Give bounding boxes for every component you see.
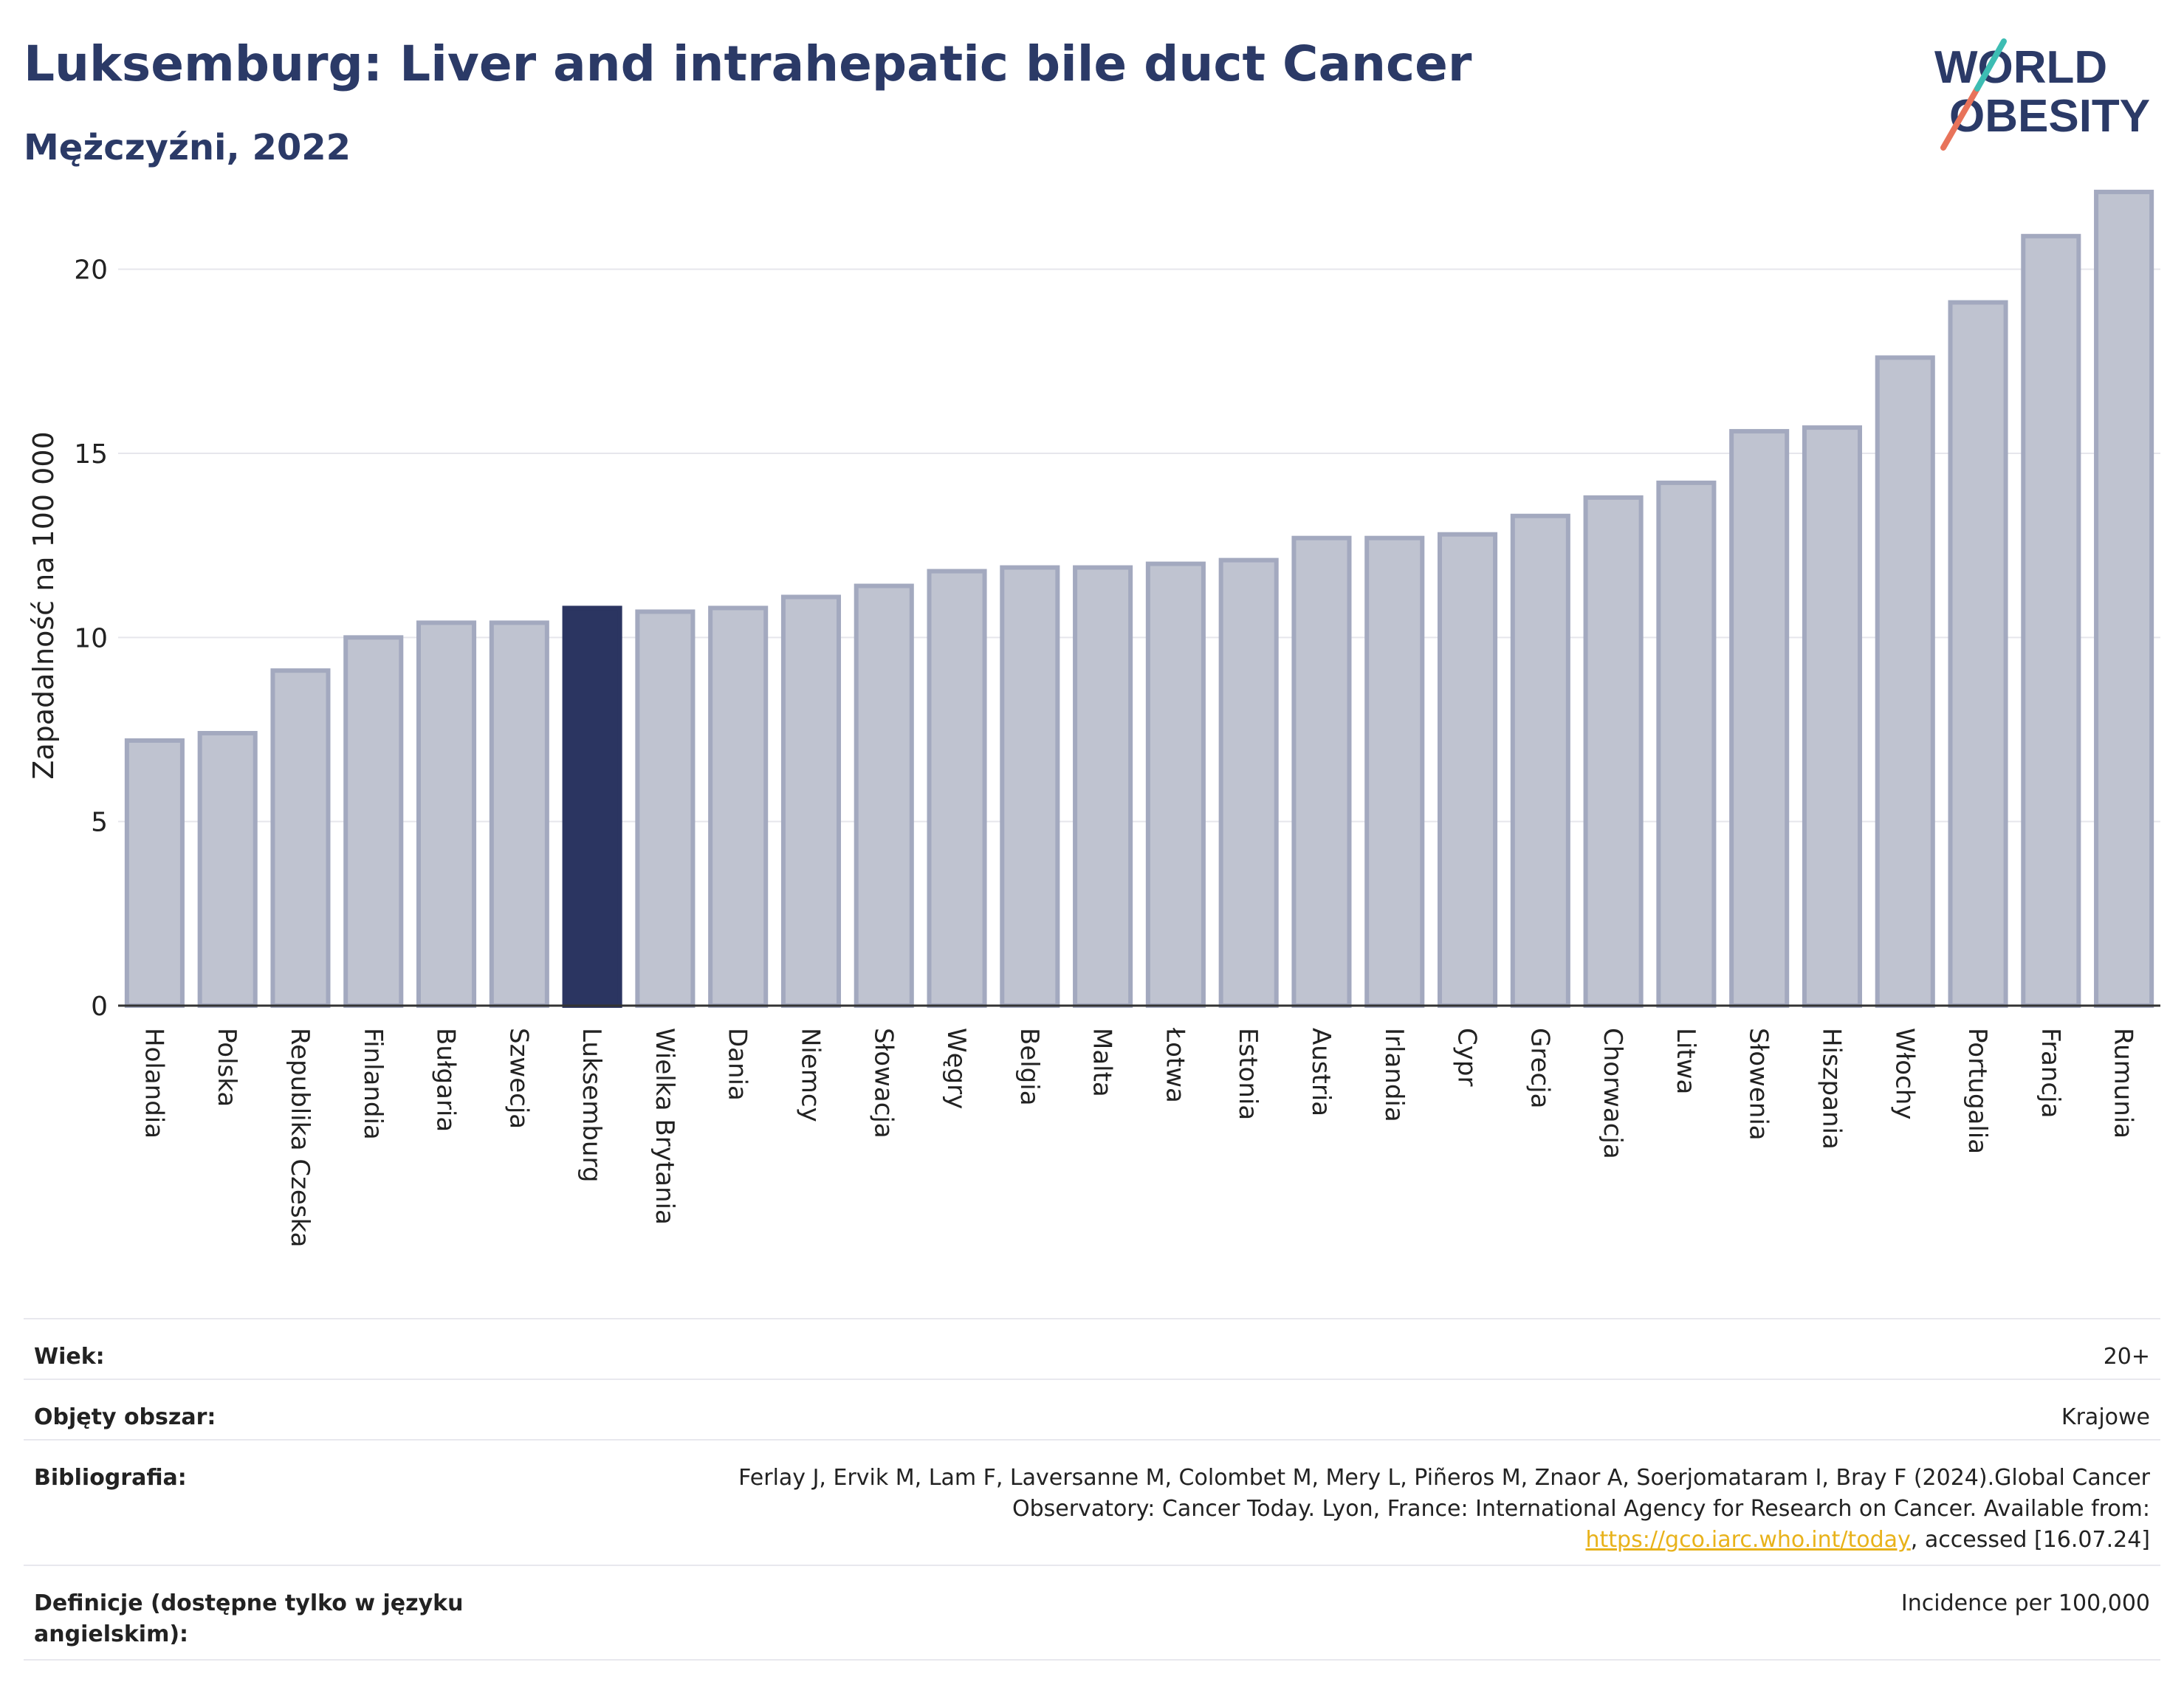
y-tick-label: 10 (74, 623, 108, 653)
bar-Niemcy[interactable] (780, 594, 842, 1008)
bar-Holandia[interactable] (124, 738, 185, 1009)
bar-Finlandia[interactable] (343, 635, 404, 1008)
bar-Wielka Brytania[interactable] (635, 609, 696, 1008)
meta-value: Incidence per 100,000 (1900, 1590, 2150, 1616)
x-tick-label: Łotwa (1160, 1027, 1189, 1103)
meta-value: Ferlay J, Ervik M, Lam F, Laversanne M, … (673, 1463, 2150, 1556)
bar-Węgry[interactable] (927, 569, 987, 1008)
bar-Łotwa[interactable] (1145, 561, 1206, 1008)
bar-Francja[interactable] (2021, 233, 2081, 1009)
x-tick-label: Luksemburg (577, 1028, 606, 1182)
x-tick-label: Finlandia (358, 1028, 388, 1140)
x-tick-label: Polska (212, 1028, 241, 1107)
x-tick-label: Słowacja (868, 1028, 898, 1139)
bar-Litwa[interactable] (1656, 480, 1717, 1008)
x-tick-label: Republika Czeska (285, 1028, 315, 1248)
source-link[interactable]: https://gco.iarc.who.int/today (1585, 1527, 1911, 1553)
x-tick-label: Bułgaria (431, 1028, 461, 1132)
bar-Malta[interactable] (1073, 565, 1133, 1008)
bar-Cypr[interactable] (1437, 532, 1498, 1008)
bar-Szwecja[interactable] (489, 620, 549, 1008)
x-tick-label: Chorwacja (1598, 1028, 1627, 1159)
bar-Grecja[interactable] (1510, 513, 1570, 1008)
y-tick-label: 0 (91, 992, 108, 1022)
bar-Portugalia[interactable] (1948, 300, 2008, 1008)
meta-label: Definicje (dostępne tylko w języku angie… (34, 1590, 464, 1647)
bibliography-text-end: , accessed [16.07.24] (1910, 1527, 2150, 1553)
bar-Dania[interactable] (708, 605, 769, 1008)
bibliography-text: Ferlay J, Ervik M, Lam F, Laversanne M, … (738, 1465, 2150, 1522)
bar-Belgia[interactable] (1000, 565, 1060, 1008)
x-tick-label: Niemcy (795, 1028, 825, 1122)
x-tick-label: Irlandia (1379, 1028, 1409, 1122)
x-tick-labels: Holandia Polska Republika Czeska Finlandia B… (139, 1027, 2137, 1248)
x-tick-label: Litwa (1671, 1028, 1700, 1094)
svg-text:WORLD: WORLD (1934, 42, 2107, 93)
bars (124, 189, 2154, 1009)
meta-row-definitions: Definicje (dostępne tylko w języku angie… (24, 1565, 2160, 1661)
meta-row-bibliography: Bibliografia: Ferlay J, Ervik M, Lam F, … (24, 1439, 2160, 1566)
x-tick-label: Francja (2036, 1028, 2065, 1118)
bar-Bułgaria[interactable] (416, 620, 477, 1008)
x-tick-label: Węgry (941, 1028, 971, 1109)
meta-value: 20+ (2103, 1344, 2150, 1370)
bar-Luksemburg[interactable] (562, 605, 622, 1008)
bar-Republika Czeska[interactable] (270, 668, 331, 1008)
bar-Rumunia[interactable] (2094, 189, 2154, 1008)
x-tick-label: Estonia (1233, 1028, 1263, 1120)
bar-Słowenia[interactable] (1729, 429, 1790, 1008)
x-tick-label: Szwecja (504, 1028, 533, 1129)
page-subtitle: Mężczyźni, 2022 (24, 127, 351, 168)
y-tick-label: 5 (91, 808, 108, 838)
bar-Hiszpania[interactable] (1802, 425, 1863, 1008)
x-tick-label: Grecja (1525, 1028, 1554, 1108)
x-tick-label: Rumunia (2109, 1028, 2138, 1139)
x-tick-label: Portugalia (1962, 1028, 1992, 1154)
x-tick-label: Wielka Brytania (650, 1028, 679, 1225)
bar-Austria[interactable] (1291, 535, 1352, 1008)
y-tick-label: 20 (74, 255, 108, 286)
x-tick-label: Dania (723, 1028, 752, 1101)
y-tick-labels: 0 5 10 15 20 (74, 255, 108, 1022)
bar-Słowacja[interactable] (854, 583, 914, 1008)
bar-Włochy[interactable] (1875, 355, 1935, 1008)
x-tick-label: Holandia (139, 1028, 168, 1139)
x-tick-label: Cypr (1452, 1028, 1482, 1086)
bar-Chorwacja[interactable] (1583, 495, 1644, 1008)
x-tick-label: Słowenia (1744, 1028, 1773, 1141)
bar-Irlandia[interactable] (1364, 535, 1425, 1008)
world-obesity-logo: WORLD OBESITY (1934, 38, 2150, 151)
x-tick-label: Włochy (1889, 1028, 1919, 1119)
meta-label: Wiek: (34, 1344, 105, 1370)
meta-label: Bibliografia: (34, 1465, 187, 1491)
y-tick-label: 15 (74, 439, 108, 470)
x-tick-label: Austria (1306, 1028, 1336, 1116)
page-title: Luksemburg: Liver and intrahepatic bile … (24, 35, 1472, 92)
x-tick-label: Malta (1088, 1028, 1117, 1097)
bar-chart: 0 5 10 15 20 Holandia Polska Republika Czeska F… (27, 189, 2160, 1248)
meta-row-area: Objęty obszar: Krajowe (24, 1379, 2160, 1441)
meta-value: Krajowe (2061, 1404, 2150, 1430)
x-tick-label: Belgia (1014, 1028, 1044, 1106)
meta-row-age: Wiek: 20+ (24, 1318, 2160, 1380)
y-axis-label: Zapadalność na 100 000 (27, 431, 60, 779)
x-tick-label: Hiszpania (1816, 1028, 1846, 1150)
svg-text:OBESITY: OBESITY (1949, 91, 2150, 142)
bar-Estonia[interactable] (1218, 557, 1279, 1008)
meta-label: Objęty obszar: (34, 1404, 216, 1430)
bar-Polska[interactable] (197, 730, 258, 1009)
